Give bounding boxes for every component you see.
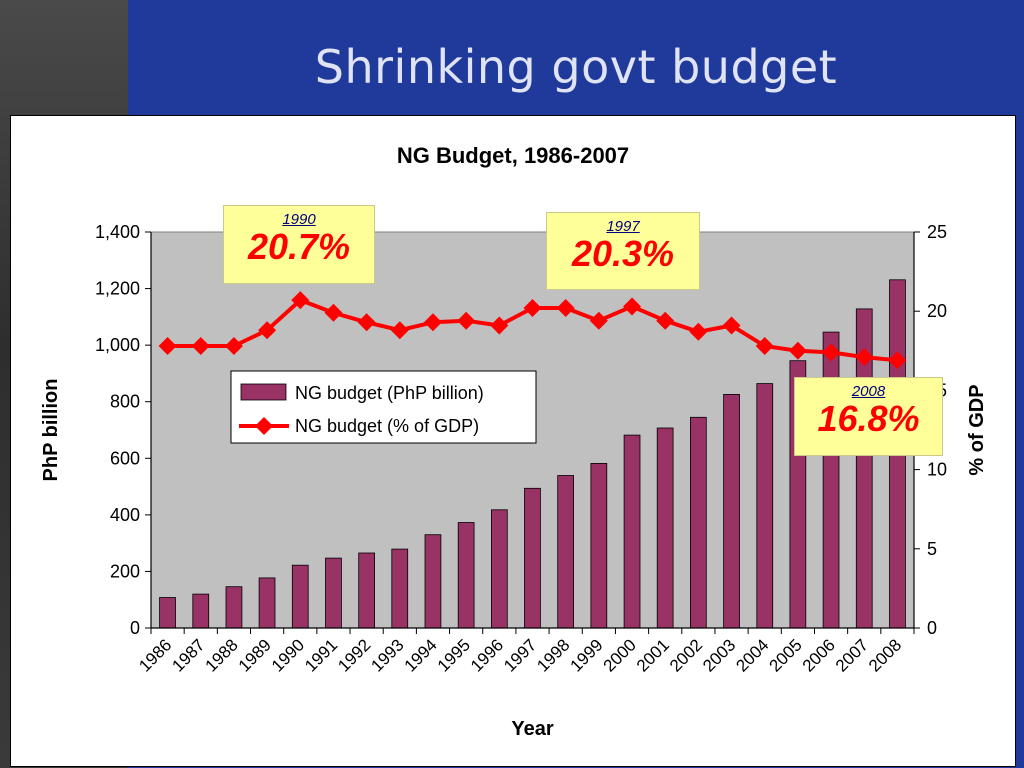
point-2003 bbox=[722, 316, 741, 335]
point-1992 bbox=[357, 313, 376, 332]
point-1994 bbox=[423, 313, 442, 332]
x-tick-label: 2007 bbox=[832, 635, 872, 675]
y-tick-label-left: 800 bbox=[110, 392, 140, 412]
bar-1988 bbox=[225, 586, 243, 629]
bar-1992 bbox=[358, 552, 376, 629]
callout-1990: 1990 20.7% bbox=[223, 205, 375, 284]
point-1998 bbox=[556, 299, 575, 318]
y-tick-label-right: 25 bbox=[927, 222, 947, 242]
y-tick-label-right: 5 bbox=[927, 539, 937, 559]
bar-1990 bbox=[291, 564, 309, 629]
point-2005 bbox=[788, 341, 807, 360]
bar-1996 bbox=[490, 509, 508, 629]
point-1991 bbox=[324, 303, 343, 322]
bar-1989 bbox=[258, 577, 276, 629]
x-tick-label: 2001 bbox=[633, 635, 673, 675]
callout-value: 16.8% bbox=[817, 398, 920, 439]
callout-year: 2008 bbox=[851, 383, 886, 400]
legend-line-marker bbox=[255, 417, 273, 435]
x-tick-label: 2000 bbox=[600, 635, 640, 675]
x-tick-label: 1994 bbox=[401, 635, 441, 675]
point-1996 bbox=[490, 316, 509, 335]
chart-panel: NG Budget, 1986-2007 0 200 400 600 800 1,000 1,… bbox=[10, 115, 1016, 767]
x-tick-label: 1991 bbox=[301, 635, 341, 675]
callout-2008: 2008 16.8% bbox=[794, 377, 943, 456]
x-tick-label: 2006 bbox=[799, 635, 839, 675]
x-tick-label: 1987 bbox=[168, 635, 208, 675]
x-tick-label: 2003 bbox=[699, 635, 739, 675]
y-tick-label-left: 1,200 bbox=[95, 279, 140, 299]
legend bbox=[230, 370, 537, 444]
x-tick-label: 1996 bbox=[467, 635, 507, 675]
callout-value: 20.7% bbox=[247, 226, 351, 267]
y-tick-label-right: 0 bbox=[927, 618, 937, 638]
bar-2001 bbox=[656, 427, 674, 629]
x-tick-label: 2002 bbox=[666, 635, 706, 675]
x-tick-label: 1989 bbox=[235, 635, 275, 675]
legend-bar-swatch bbox=[240, 383, 287, 401]
y-tick-label-right: 10 bbox=[927, 460, 947, 480]
y-axis-title-right: % of GDP bbox=[966, 384, 988, 475]
y-axis-title-left: PhP billion bbox=[40, 379, 62, 482]
y-tick-label-left: 0 bbox=[130, 618, 140, 638]
y-tick-label-left: 600 bbox=[110, 448, 140, 468]
x-tick-label: 1998 bbox=[533, 635, 573, 675]
y-tick-label-left: 1,400 bbox=[95, 222, 140, 242]
point-1990 bbox=[291, 291, 310, 310]
y-tick-label-left: 1,000 bbox=[95, 335, 140, 355]
x-tick-label: 2005 bbox=[766, 635, 806, 675]
point-2004 bbox=[755, 337, 774, 356]
point-2007 bbox=[855, 348, 874, 367]
point-1993 bbox=[390, 321, 409, 340]
point-2002 bbox=[689, 322, 708, 341]
x-tick-label: 1988 bbox=[202, 635, 242, 675]
point-1987 bbox=[191, 337, 210, 356]
x-tick-label: 1999 bbox=[566, 635, 606, 675]
x-axis-title: Year bbox=[511, 718, 553, 740]
bar-2000 bbox=[623, 434, 641, 629]
x-tick-label: 2008 bbox=[865, 635, 905, 675]
point-1997 bbox=[523, 299, 542, 318]
bar-1999 bbox=[590, 462, 608, 629]
bar-1997 bbox=[524, 487, 541, 629]
x-tick-label: 1995 bbox=[434, 635, 474, 675]
legend-label: NG budget (% of GDP) bbox=[295, 416, 479, 436]
bar-1987 bbox=[192, 593, 210, 629]
legend-label: NG budget (PhP billion) bbox=[295, 383, 484, 403]
point-1988 bbox=[224, 337, 243, 356]
point-1995 bbox=[457, 311, 476, 330]
slide-title: Shrinking govt budget bbox=[314, 40, 838, 94]
x-tick-label: 1986 bbox=[135, 635, 175, 675]
x-tick-label: 1990 bbox=[268, 635, 308, 675]
point-1989 bbox=[258, 321, 277, 340]
callout-1997: 1997 20.3% bbox=[546, 212, 700, 290]
chart-title: NG Budget, 1986-2007 bbox=[397, 143, 629, 168]
bar-2003 bbox=[723, 393, 740, 629]
x-tick-label: 1992 bbox=[334, 635, 374, 675]
bar-2002 bbox=[690, 416, 707, 629]
x-tick-label: 2004 bbox=[732, 635, 772, 675]
point-2001 bbox=[656, 311, 675, 330]
callout-year: 1990 bbox=[282, 211, 316, 228]
x-tick-label: 1993 bbox=[367, 635, 407, 675]
point-1999 bbox=[589, 311, 608, 330]
bar-1995 bbox=[457, 522, 475, 629]
bar-1986 bbox=[159, 597, 176, 629]
y-tick-label-right: 20 bbox=[927, 301, 947, 321]
bar-1994 bbox=[424, 534, 442, 629]
point-1986 bbox=[158, 337, 177, 356]
callout-value: 20.3% bbox=[571, 233, 675, 274]
point-2008 bbox=[888, 351, 907, 370]
bar-2004 bbox=[756, 383, 774, 629]
chart-svg: NG Budget, 1986-200702004006008001,0001,… bbox=[40, 143, 988, 740]
bar-1991 bbox=[325, 557, 342, 629]
callout-year: 1997 bbox=[606, 218, 640, 235]
point-2006 bbox=[822, 343, 841, 362]
bar-1993 bbox=[391, 548, 409, 629]
bar-1998 bbox=[557, 475, 575, 629]
y-tick-label-left: 200 bbox=[110, 561, 140, 581]
point-2000 bbox=[623, 297, 642, 316]
x-tick-label: 1997 bbox=[500, 635, 540, 675]
y-tick-label-left: 400 bbox=[110, 505, 140, 525]
